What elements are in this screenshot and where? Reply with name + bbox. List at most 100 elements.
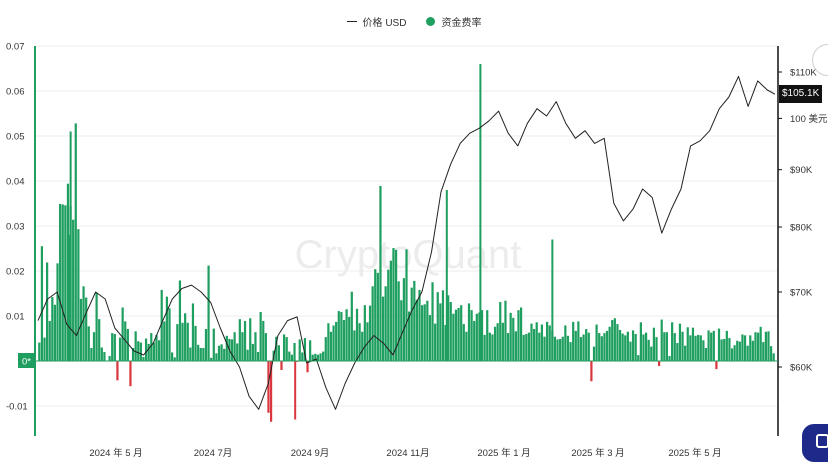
funding-bar <box>467 303 471 361</box>
funding-bar <box>303 338 307 361</box>
funding-bar <box>762 342 765 361</box>
funding-bar <box>137 341 140 361</box>
right-tick-label: $60K <box>790 363 813 374</box>
funding-bar <box>345 309 348 361</box>
funding-bar <box>694 335 697 361</box>
legend-item-price[interactable]: 价格 USD <box>346 14 406 29</box>
funding-bar <box>428 315 432 361</box>
funding-bar <box>574 330 577 361</box>
funding-bar <box>353 330 356 361</box>
funding-bar <box>421 305 424 361</box>
funding-bar <box>371 286 374 361</box>
funding-bar <box>587 332 590 361</box>
funding-bar <box>710 332 713 361</box>
funding-bar <box>743 335 747 361</box>
funding-bar <box>499 302 502 361</box>
funding-bar <box>152 342 155 361</box>
funding-spike <box>479 64 482 361</box>
funding-bar <box>150 333 153 361</box>
funding-bar <box>384 286 387 361</box>
funding-bar <box>144 338 148 361</box>
funding-bar <box>61 204 64 361</box>
funding-bar <box>322 351 325 361</box>
funding-bar <box>519 307 523 361</box>
funding-bar <box>564 325 567 361</box>
funding-bar <box>647 339 650 361</box>
funding-bar <box>43 337 46 361</box>
funding-bar <box>613 318 616 361</box>
funding-bar <box>634 334 637 361</box>
right-tick-label: $90K <box>790 165 813 176</box>
funding-bar <box>769 346 773 361</box>
funding-bar <box>767 331 770 361</box>
funding-bar <box>267 361 270 413</box>
funding-bar <box>207 265 210 361</box>
funding-bar <box>673 333 676 361</box>
funding-bar <box>306 361 309 373</box>
funding-bar <box>546 321 549 361</box>
funding-bar <box>728 338 731 361</box>
legend-item-funding[interactable]: 资金费率 <box>426 14 481 29</box>
funding-bar <box>269 361 273 422</box>
funding-bar <box>509 312 512 361</box>
funding-bar <box>691 327 695 361</box>
left-tick-label: 0* <box>22 357 31 368</box>
funding-bar <box>374 269 377 361</box>
funding-bar <box>413 280 416 361</box>
funding-spike <box>551 239 554 361</box>
chat-button[interactable] <box>802 424 828 462</box>
funding-bar <box>142 356 145 361</box>
funding-bar <box>465 331 468 361</box>
funding-bar <box>702 340 705 361</box>
funding-bar <box>335 321 338 361</box>
funding-bar <box>686 327 689 361</box>
funding-bar <box>173 357 176 361</box>
funding-bar <box>572 321 575 361</box>
funding-bar <box>59 203 62 361</box>
funding-bar <box>491 334 494 361</box>
funding-bar <box>202 347 205 361</box>
funding-bar <box>483 334 486 361</box>
funding-bar <box>204 329 208 361</box>
funding-bar <box>598 333 601 361</box>
funding-bar <box>689 335 692 361</box>
funding-bar <box>725 330 728 361</box>
funding-bar <box>199 347 202 361</box>
funding-bar <box>366 322 369 361</box>
funding-bar <box>186 322 189 361</box>
funding-bar <box>394 249 398 361</box>
funding-bar <box>553 336 557 361</box>
funding-bar <box>644 332 648 361</box>
funding-bar <box>241 332 244 361</box>
funding-bar <box>405 249 408 361</box>
x-tick-label: 2024 7月 <box>194 448 233 459</box>
funding-bar <box>754 332 757 361</box>
funding-bar <box>475 313 478 361</box>
funding-bar <box>280 361 283 370</box>
funding-bar <box>77 229 80 361</box>
funding-bar <box>348 316 351 361</box>
funding-bar <box>361 331 364 361</box>
funding-bar <box>759 326 762 361</box>
funding-bar <box>178 280 182 361</box>
dot-swatch-icon <box>426 17 436 26</box>
funding-bar <box>415 299 419 361</box>
funding-bar <box>121 307 124 361</box>
current-price-badge: $105.1K <box>779 85 823 103</box>
funding-bar <box>48 320 51 361</box>
funding-bar <box>262 320 265 361</box>
funding-bar <box>642 334 645 361</box>
funding-bar <box>454 309 458 361</box>
funding-bar <box>733 345 736 361</box>
funding-bar <box>457 307 460 361</box>
funding-bar <box>473 320 476 361</box>
x-tick-label: 2025 年 3 月 <box>571 447 624 459</box>
funding-bar <box>355 308 359 361</box>
funding-bar <box>293 343 296 361</box>
legend: 价格 USD 资金费率 <box>0 14 828 29</box>
funding-bar <box>392 248 395 361</box>
left-tick-label: 0.06 <box>6 87 25 98</box>
funding-bar <box>256 352 260 361</box>
funding-bar <box>236 343 239 361</box>
right-tick-label: $70K <box>790 287 813 298</box>
